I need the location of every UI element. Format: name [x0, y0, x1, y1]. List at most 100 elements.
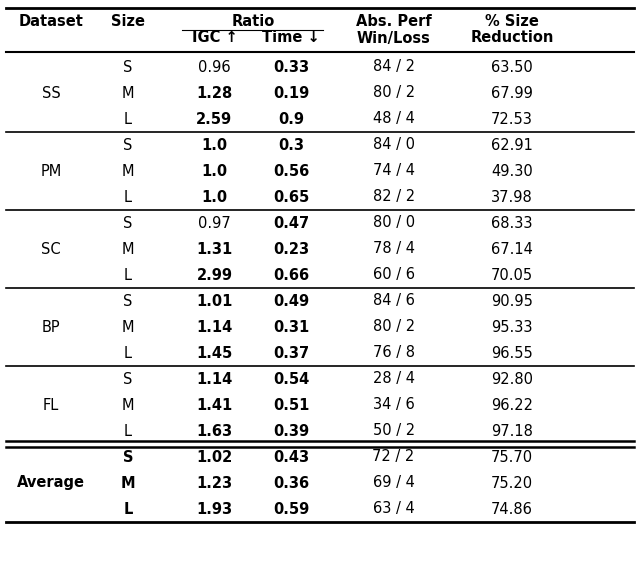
- Text: 0.9: 0.9: [278, 112, 304, 127]
- Text: M: M: [122, 320, 134, 335]
- Text: 1.02: 1.02: [196, 449, 232, 465]
- Text: S: S: [124, 215, 132, 230]
- Text: 63.50: 63.50: [491, 60, 533, 74]
- Text: 1.41: 1.41: [196, 398, 232, 413]
- Text: 97.18: 97.18: [491, 423, 533, 438]
- Text: 0.31: 0.31: [273, 320, 309, 335]
- Text: L: L: [124, 112, 132, 127]
- Text: 70.05: 70.05: [491, 268, 533, 282]
- Text: S: S: [124, 293, 132, 308]
- Text: 28 / 4: 28 / 4: [372, 371, 415, 387]
- Text: Abs. Perf: Abs. Perf: [356, 14, 431, 29]
- Text: 1.0: 1.0: [202, 163, 227, 179]
- Text: 82 / 2: 82 / 2: [372, 190, 415, 205]
- Text: 75.20: 75.20: [491, 476, 533, 490]
- Text: M: M: [122, 398, 134, 413]
- Text: % Size: % Size: [485, 14, 539, 29]
- Text: 0.51: 0.51: [273, 398, 309, 413]
- Text: 95.33: 95.33: [492, 320, 532, 335]
- Text: 96.55: 96.55: [491, 346, 533, 360]
- Text: L: L: [124, 423, 132, 438]
- Text: 96.22: 96.22: [491, 398, 533, 413]
- Text: 0.33: 0.33: [273, 60, 309, 74]
- Text: 0.43: 0.43: [273, 449, 309, 465]
- Text: 75.70: 75.70: [491, 449, 533, 465]
- Text: 1.23: 1.23: [196, 476, 232, 490]
- Text: M: M: [122, 241, 134, 257]
- Text: 90.95: 90.95: [491, 293, 533, 308]
- Text: IGC ↑: IGC ↑: [191, 30, 237, 45]
- Text: 67.99: 67.99: [491, 85, 533, 100]
- Text: 50 / 2: 50 / 2: [372, 423, 415, 438]
- Text: 1.31: 1.31: [196, 241, 232, 257]
- Text: 76 / 8: 76 / 8: [372, 346, 415, 360]
- Text: S: S: [124, 371, 132, 387]
- Text: M: M: [122, 85, 134, 100]
- Text: 0.96: 0.96: [198, 60, 230, 74]
- Text: 80 / 0: 80 / 0: [372, 215, 415, 230]
- Text: L: L: [124, 501, 132, 516]
- Text: 0.36: 0.36: [273, 476, 309, 490]
- Text: 84 / 0: 84 / 0: [372, 138, 415, 152]
- Text: 84 / 6: 84 / 6: [372, 293, 415, 308]
- Text: 2.59: 2.59: [196, 112, 232, 127]
- Text: 37.98: 37.98: [491, 190, 533, 205]
- Text: FL: FL: [43, 398, 60, 413]
- Text: 74 / 4: 74 / 4: [372, 163, 415, 179]
- Text: 72 / 2: 72 / 2: [372, 449, 415, 465]
- Text: M: M: [121, 476, 135, 490]
- Text: 62.91: 62.91: [491, 138, 533, 152]
- Text: L: L: [124, 268, 132, 282]
- Text: 1.63: 1.63: [196, 423, 232, 438]
- Text: 0.23: 0.23: [273, 241, 309, 257]
- Text: 0.56: 0.56: [273, 163, 309, 179]
- Text: PM: PM: [40, 163, 62, 179]
- Text: 72.53: 72.53: [491, 112, 533, 127]
- Text: 78 / 4: 78 / 4: [372, 241, 415, 257]
- Text: 0.65: 0.65: [273, 190, 309, 205]
- Text: 1.01: 1.01: [196, 293, 232, 308]
- Text: 69 / 4: 69 / 4: [372, 476, 415, 490]
- Text: 0.59: 0.59: [273, 501, 309, 516]
- Text: 1.0: 1.0: [202, 190, 227, 205]
- Text: 92.80: 92.80: [491, 371, 533, 387]
- Text: 48 / 4: 48 / 4: [372, 112, 415, 127]
- Text: Ratio: Ratio: [231, 14, 275, 29]
- Text: 63 / 4: 63 / 4: [372, 501, 415, 516]
- Text: 67.14: 67.14: [491, 241, 533, 257]
- Text: 2.99: 2.99: [196, 268, 232, 282]
- Text: M: M: [122, 163, 134, 179]
- Text: 0.37: 0.37: [273, 346, 309, 360]
- Text: 84 / 2: 84 / 2: [372, 60, 415, 74]
- Text: L: L: [124, 346, 132, 360]
- Text: 0.66: 0.66: [273, 268, 309, 282]
- Text: 0.39: 0.39: [273, 423, 309, 438]
- Text: 0.3: 0.3: [278, 138, 304, 152]
- Text: S: S: [124, 138, 132, 152]
- Text: 80 / 2: 80 / 2: [372, 320, 415, 335]
- Text: SS: SS: [42, 85, 61, 100]
- Text: SC: SC: [42, 241, 61, 257]
- Text: S: S: [124, 60, 132, 74]
- Text: 0.54: 0.54: [273, 371, 309, 387]
- Text: 1.14: 1.14: [196, 320, 232, 335]
- Text: Win/Loss: Win/Loss: [356, 30, 431, 45]
- Text: Time ↓: Time ↓: [262, 30, 320, 45]
- Text: 34 / 6: 34 / 6: [372, 398, 415, 413]
- Text: 0.49: 0.49: [273, 293, 309, 308]
- Text: 1.93: 1.93: [196, 501, 232, 516]
- Text: 49.30: 49.30: [491, 163, 533, 179]
- Text: 68.33: 68.33: [492, 215, 532, 230]
- Text: BP: BP: [42, 320, 61, 335]
- Text: S: S: [123, 449, 133, 465]
- Text: 0.19: 0.19: [273, 85, 309, 100]
- Text: Reduction: Reduction: [470, 30, 554, 45]
- Text: 60 / 6: 60 / 6: [372, 268, 415, 282]
- Text: 74.86: 74.86: [491, 501, 533, 516]
- Text: 1.0: 1.0: [202, 138, 227, 152]
- Text: 1.14: 1.14: [196, 371, 232, 387]
- Text: 0.47: 0.47: [273, 215, 309, 230]
- Text: 1.45: 1.45: [196, 346, 232, 360]
- Text: 0.97: 0.97: [198, 215, 231, 230]
- Text: 80 / 2: 80 / 2: [372, 85, 415, 100]
